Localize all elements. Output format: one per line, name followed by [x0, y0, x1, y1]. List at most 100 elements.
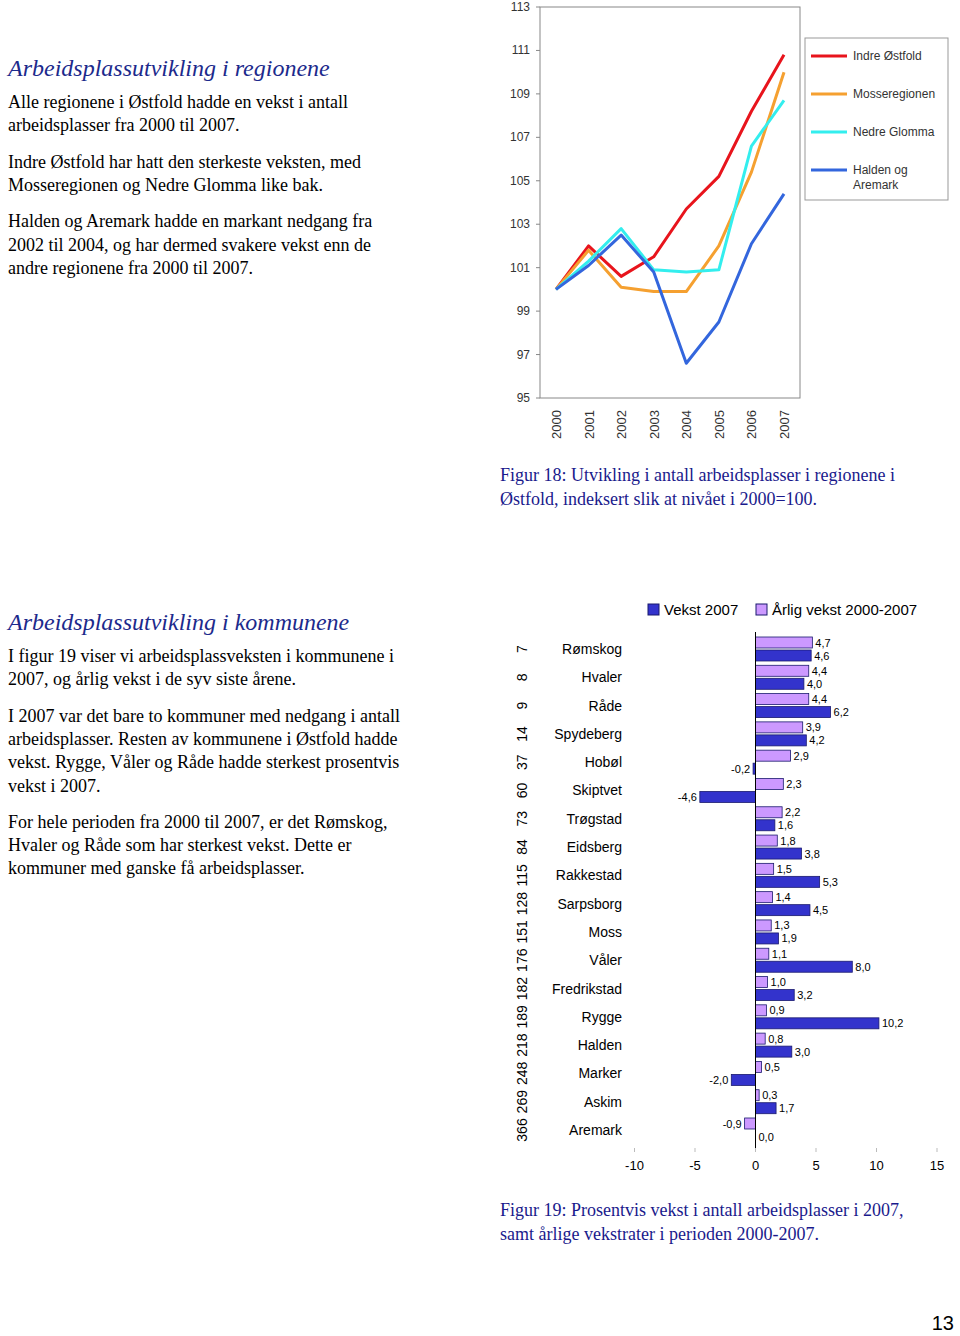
legend-swatch	[811, 169, 847, 172]
bar	[756, 863, 774, 874]
paragraph-line: vekst i 2007.	[8, 776, 101, 796]
category-label: Halden	[578, 1037, 622, 1053]
category-label: Hobøl	[585, 754, 622, 770]
x-tick	[755, 1148, 756, 1152]
paragraph-line: Alle regionene i Østfold hadde en vekst …	[8, 92, 348, 112]
data-label: 1,9	[781, 932, 796, 944]
data-label: 1,6	[778, 819, 793, 831]
data-label: 5,3	[823, 876, 838, 888]
bar	[756, 678, 804, 689]
x-tick-label: 2005	[712, 410, 727, 439]
category-label: Trøgstad	[567, 811, 623, 827]
bar	[756, 650, 812, 661]
legend-label-line: Aremark	[853, 178, 899, 192]
paragraph-line: Mosseregionen og Nedre Glomma like bak.	[8, 175, 323, 195]
x-tick-label: 2004	[679, 410, 694, 439]
y-tick	[536, 398, 540, 399]
bar	[756, 694, 809, 705]
x-tick-label: 2000	[549, 410, 564, 439]
paragraph-line: For hele perioden fra 2000 til 2007, er …	[8, 812, 387, 832]
x-tick-label: 2001	[582, 410, 597, 439]
section-title: Arbeidsplassutvikling i regionene	[6, 55, 330, 81]
data-label: 4,6	[814, 650, 829, 662]
data-label: 4,5	[813, 904, 828, 916]
x-tick-label: 2002	[614, 410, 629, 439]
bar	[756, 637, 813, 648]
legend-label-line: Nedre Glomma	[853, 125, 935, 139]
data-label: 4,0	[807, 678, 822, 690]
data-labels: 4,64,06,24,2-0,2-4,61,63,85,34,51,98,03,…	[678, 637, 903, 1143]
figure-caption: Figur 18: Utvikling i antall arbeidsplas…	[500, 465, 895, 485]
data-label: -4,6	[678, 791, 697, 803]
side-label: 176	[514, 948, 530, 972]
data-label: 8,0	[855, 961, 870, 973]
side-label: 73	[514, 811, 530, 827]
legend-label: Indre Østfold	[853, 49, 922, 63]
bar	[756, 905, 810, 916]
side-label: 60	[514, 782, 530, 798]
paragraph-line: I 2007 var det bare to kommuner med nedg…	[8, 706, 400, 726]
bar	[756, 820, 775, 831]
side-label: 248	[514, 1062, 530, 1086]
x-tick-label: 15	[930, 1158, 944, 1173]
y-tick-label: 105	[510, 174, 530, 188]
paragraph-line: I figur 19 viser vi arbeidsplassveksten …	[8, 646, 394, 666]
x-tick	[634, 1148, 635, 1152]
legend-label-line: Halden og	[853, 163, 908, 177]
data-label: 0,0	[759, 1131, 774, 1143]
paragraph-line: andre regionene fra 2000 til 2007.	[8, 258, 253, 278]
y-tick-label: 103	[510, 217, 530, 231]
bar	[756, 892, 773, 903]
x-tick-label: 2006	[744, 410, 759, 439]
bar	[700, 791, 756, 802]
bar	[756, 848, 802, 859]
side-label: 115	[514, 864, 530, 887]
bar	[756, 807, 783, 818]
category-label: Rakkestad	[556, 867, 622, 883]
side-label: 269	[514, 1090, 530, 1114]
legend-label: Halden ogAremark	[853, 163, 908, 192]
paragraph-line: Indre Østfold har hatt den sterkeste vek…	[8, 152, 361, 172]
y-tick-label: 99	[517, 304, 531, 318]
data-label: 0,5	[765, 1061, 780, 1073]
side-label: 8	[514, 673, 530, 681]
paragraph-line: arbeidsplasser. Resten av kommunene i Øs…	[8, 729, 397, 749]
data-label: 6,2	[834, 706, 849, 718]
y-tick	[536, 137, 540, 138]
page-number: 13	[932, 1312, 954, 1334]
category-label: Råde	[589, 698, 623, 714]
bar	[756, 735, 807, 746]
x-tick-label: 2003	[647, 410, 662, 439]
data-label: 0,9	[769, 1004, 784, 1016]
category-label: Rygge	[582, 1009, 623, 1025]
data-label: 1,8	[780, 835, 795, 847]
category-label: Spydeberg	[554, 726, 622, 742]
x-tick	[876, 1148, 877, 1152]
y-tick	[536, 50, 540, 51]
y-tick-label: 107	[510, 130, 530, 144]
bar	[756, 1046, 792, 1057]
series-line	[556, 194, 784, 363]
category-label: Rømskog	[562, 641, 622, 657]
side-label: 366	[514, 1118, 530, 1142]
paragraph-line: 2002 til 2004, og har dermed svakere vek…	[8, 235, 371, 255]
bar	[756, 961, 853, 972]
data-label: 10,2	[882, 1017, 903, 1029]
page: Arbeidsplassutvikling i regionene Alle re…	[0, 0, 960, 1336]
bar	[756, 1103, 777, 1114]
side-label: 128	[514, 892, 530, 916]
section-title: Arbeidsplassutvikling i kommunene	[6, 609, 350, 635]
side-label: 189	[514, 1005, 530, 1029]
figure-caption: Østfold, indeksert slik at nivået i 2000…	[500, 489, 817, 509]
data-label: 1,4	[775, 891, 790, 903]
legend-swatch	[756, 604, 767, 615]
data-label: 3,8	[804, 848, 819, 860]
bar	[756, 665, 809, 676]
bar	[731, 1074, 755, 1085]
bar	[756, 750, 791, 761]
x-tick	[695, 1148, 696, 1152]
data-label: 2,2	[785, 806, 800, 818]
bar-marks	[700, 637, 879, 1129]
side-label: 182	[514, 977, 530, 1001]
legend-swatch	[811, 93, 847, 96]
